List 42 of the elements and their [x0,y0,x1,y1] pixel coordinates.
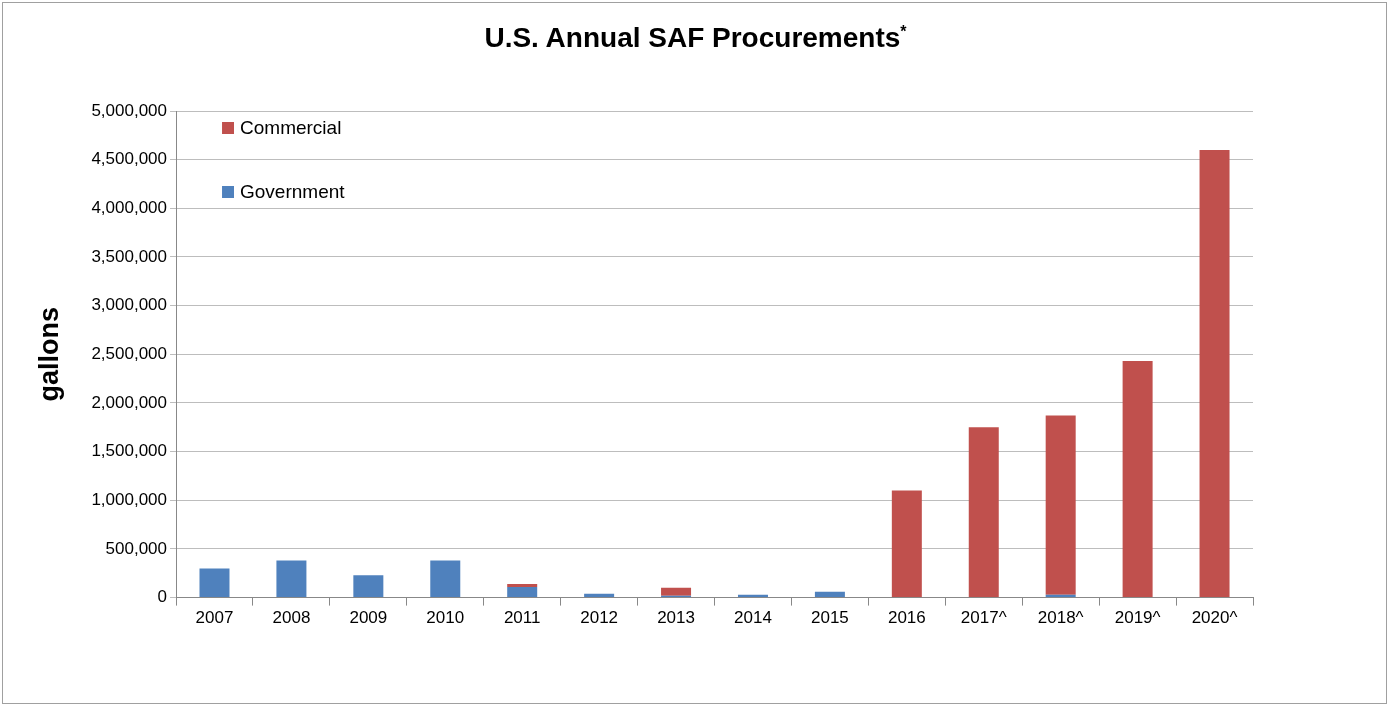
bar [891,490,922,598]
y-tick-label: 2,000,000 [91,392,168,412]
x-tick-label: 2013 [657,608,695,628]
y-tick-label: 500,000 [105,538,168,558]
y-tick-label: 2,500,000 [91,343,168,363]
x-tick-label: 2012 [580,608,619,628]
x-tick-label: 2019^ [1114,608,1161,628]
bar [199,568,230,598]
y-tick-label: 1,500,000 [91,441,168,461]
bar [968,427,999,598]
x-tick-label: 2011 [503,608,541,628]
y-tick-label: 4,000,000 [91,198,168,218]
y-tick-label: 4,500,000 [91,149,168,169]
bar [507,586,538,598]
y-tick-label: 0 [157,587,168,607]
bar [1122,361,1153,598]
x-tick-label: 2007 [195,608,234,628]
x-tick-label: 2010 [426,608,465,628]
bar [430,560,461,598]
bar [661,587,692,596]
bar [276,560,307,598]
x-tick-label: 2008 [272,608,311,628]
y-axis-title: gallons [33,307,64,402]
x-tick-label: 2016 [887,608,926,628]
bar [814,591,845,598]
legend-label: Commercial [240,117,342,139]
y-tick-label: 1,000,000 [91,489,168,509]
bar [507,583,538,587]
x-tick-label: 2018^ [1037,608,1084,628]
bar [353,575,384,598]
legend-label: Government [240,181,346,203]
x-tick-label: 2014 [734,608,772,628]
chart-title: U.S. Annual SAF Procurements$^{*}$ [483,22,908,54]
y-tick-label: 3,000,000 [91,295,168,315]
x-tick-label: 2009 [349,608,388,628]
x-tick-label: 2017^ [960,608,1007,628]
x-tick-label: 2020^ [1191,608,1238,628]
y-tick-label: 3,500,000 [91,246,168,266]
bar [1199,149,1230,598]
x-tick-label: 2015 [810,608,849,628]
bar [1045,415,1076,595]
y-tick-label: 5,000,000 [91,100,168,120]
